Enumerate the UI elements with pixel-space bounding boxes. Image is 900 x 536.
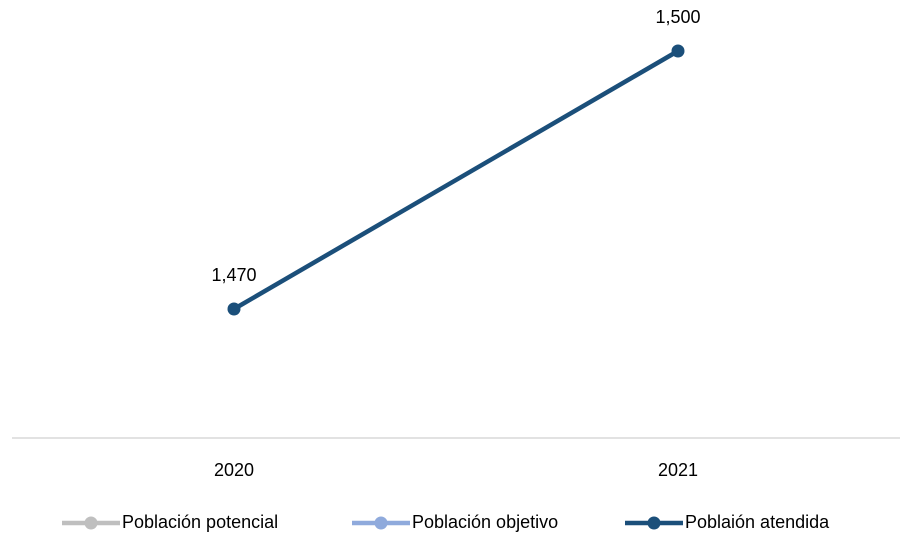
data-point xyxy=(227,302,241,316)
data-point xyxy=(671,44,685,58)
legend-label: Poblaión atendida xyxy=(685,512,830,532)
legend-marker xyxy=(647,516,661,530)
legend-label: Población objetivo xyxy=(412,512,558,532)
legend-label: Población potencial xyxy=(122,512,278,532)
series-line xyxy=(232,49,680,311)
x-tick-label: 2021 xyxy=(658,460,698,480)
x-tick-label: 2020 xyxy=(214,460,254,480)
legend-marker xyxy=(374,516,388,530)
legend-marker xyxy=(84,516,98,530)
data-label: 1,470 xyxy=(211,265,256,285)
data-label: 1,500 xyxy=(655,7,700,27)
